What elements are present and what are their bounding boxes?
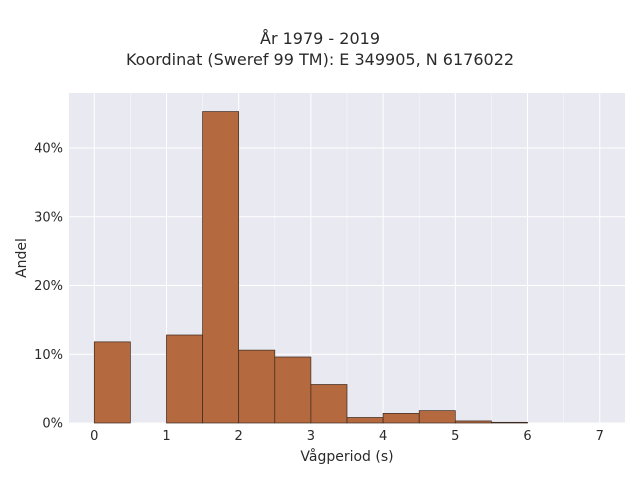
y-tick-label: 10% xyxy=(34,348,63,363)
x-tick-label: 7 xyxy=(596,429,604,444)
x-tick-label: 2 xyxy=(235,429,243,444)
histogram-bar xyxy=(202,111,240,424)
histogram-bar xyxy=(310,384,348,424)
x-tick-label: 1 xyxy=(162,429,170,444)
y-tick-label: 20% xyxy=(34,279,63,294)
x-tick-label: 0 xyxy=(90,429,98,444)
y-tick-label: 0% xyxy=(42,417,63,432)
bars xyxy=(93,111,528,424)
histogram-bar xyxy=(274,356,312,424)
histogram-bar xyxy=(346,417,384,424)
x-axis-label: Vågperiod (s) xyxy=(300,448,393,465)
chart-title: År 1979 - 2019 xyxy=(260,29,380,48)
x-axis-ticks: 0 1 2 3 4 5 6 7 xyxy=(90,429,604,444)
histogram-bar xyxy=(93,341,131,424)
y-tick-label: 30% xyxy=(34,210,63,225)
x-tick-label: 6 xyxy=(523,429,531,444)
histogram-bar xyxy=(382,413,420,424)
y-axis-ticks: 0% 10% 20% 30% 40% xyxy=(34,142,63,432)
histogram-bar xyxy=(166,334,203,424)
chart-subtitle: Koordinat (Sweref 99 TM): E 349905, N 61… xyxy=(125,50,515,69)
x-tick-label: 4 xyxy=(379,429,387,444)
x-tick-label: 3 xyxy=(307,429,315,444)
histogram-bar xyxy=(491,421,528,424)
histogram-bar xyxy=(238,349,276,424)
y-axis-label: Andel xyxy=(14,238,30,278)
histogram-bar xyxy=(454,420,492,424)
x-tick-label: 5 xyxy=(451,429,459,444)
histogram-bar xyxy=(418,410,456,424)
y-tick-label: 40% xyxy=(34,142,63,157)
